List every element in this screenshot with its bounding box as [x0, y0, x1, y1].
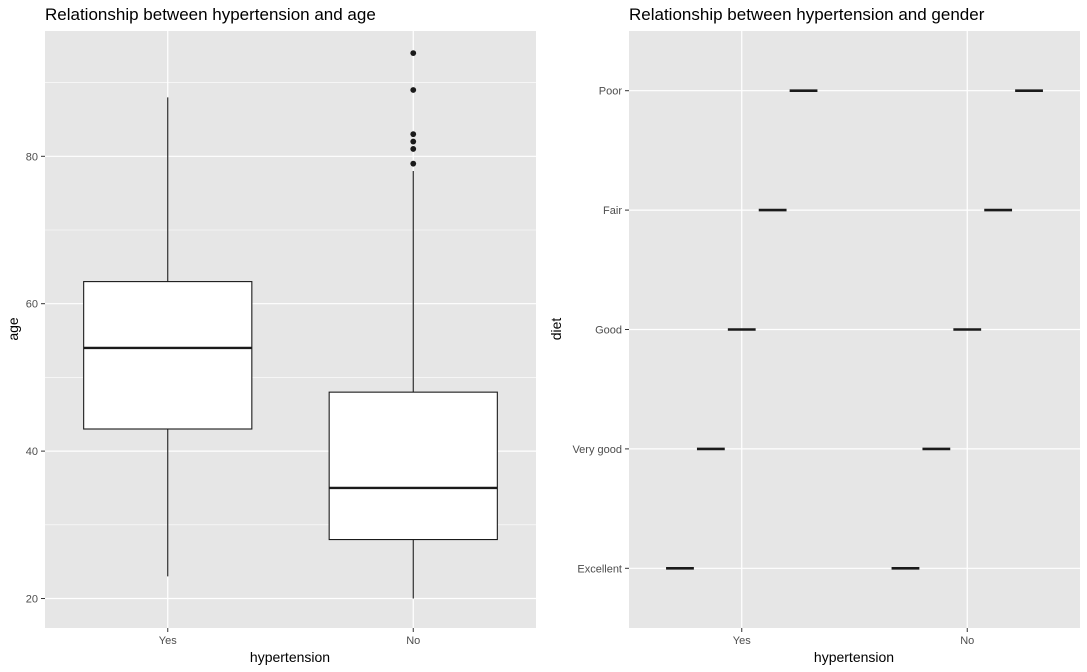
outlier-point	[410, 160, 417, 167]
box-iqr	[328, 391, 498, 541]
right-x-axis-title: hypertension	[814, 649, 894, 665]
box-iqr	[83, 281, 253, 430]
right-y-tick-label-very-good: Very good	[572, 444, 622, 456]
outlier-point	[410, 138, 417, 145]
left-y-tick-label: 40	[26, 446, 38, 458]
outlier-point	[410, 50, 417, 57]
left-boxplots	[83, 50, 498, 599]
right-y-tick-label-fair: Fair	[603, 205, 622, 217]
right-chart-title: Relationship between hypertension and ge…	[629, 5, 985, 24]
right-y-axis-title: diet	[548, 318, 564, 341]
left-y-ticks: 20 40 60 80	[26, 151, 45, 606]
left-y-tick-label: 60	[26, 299, 38, 311]
boxplot-yes	[83, 97, 253, 577]
outlier-point	[410, 131, 417, 138]
right-panel: Excellent Very good Good Fair Poor Yes No Rel…	[548, 5, 1080, 665]
diet-group-yes	[666, 89, 818, 570]
right-y-tick-label-poor: Poor	[599, 86, 623, 98]
right-y-tick-label-good: Good	[595, 325, 622, 337]
left-panel: 20 40 60 80 Yes No Relationship between hype…	[5, 5, 536, 665]
left-y-axis-title: age	[5, 317, 21, 341]
left-x-tick-label-no: No	[406, 635, 420, 647]
left-x-tick-label-yes: Yes	[159, 635, 177, 647]
right-x-tick-label-yes: Yes	[733, 635, 751, 647]
left-y-tick-label: 80	[26, 151, 38, 163]
left-chart-title: Relationship between hypertension and ag…	[45, 5, 376, 24]
outlier-point	[410, 87, 417, 93]
right-x-tick-label-no: No	[960, 635, 974, 647]
right-x-ticks: Yes No	[733, 628, 974, 647]
left-y-tick-label: 20	[26, 594, 38, 606]
diet-group-no	[891, 89, 1043, 570]
right-y-tick-label-excellent: Excellent	[577, 563, 622, 575]
left-x-axis-title: hypertension	[250, 649, 330, 665]
boxplot-no	[328, 50, 498, 599]
right-boxplots	[666, 89, 1043, 570]
left-x-ticks: Yes No	[159, 628, 420, 647]
right-y-ticks: Excellent Very good Good Fair Poor	[572, 86, 629, 575]
outlier-point	[410, 146, 417, 152]
